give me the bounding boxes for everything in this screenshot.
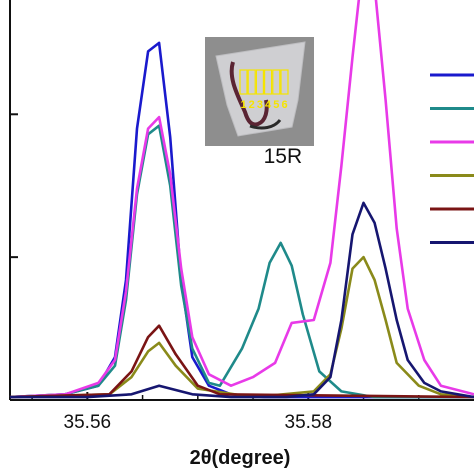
y-ticks [10,113,18,401]
inset-stain-2 [249,119,282,130]
inset-strip-number: 5 [273,99,279,111]
series-line-3 [9,0,474,399]
x-axis-title: 2θ(degree) [190,447,291,469]
series-line-6 [10,201,474,399]
inset-strip-box [247,69,256,95]
inset-strip-number: 1 [240,99,246,111]
inset-strip-number: 3 [257,99,263,111]
x-tick-label: 35.58 [285,412,333,433]
inset-strip-box [272,69,281,95]
peak-labels: 6H15R4H [264,145,303,168]
series-line-2 [9,124,474,399]
inset-strip-box [280,69,289,95]
inset-strip-box [239,69,248,95]
inset-strip-number: 6 [281,99,287,111]
series-lines [9,0,474,399]
x-tick-label: 35.56 [64,412,112,433]
inset-stain [229,61,269,127]
peak-label: 15R [264,145,303,168]
inset-strip-box [255,69,264,95]
legend [430,73,474,244]
inset-strip-number: 4 [265,99,272,111]
inset-strip-number: 2 [249,99,255,111]
inset-wafer [215,41,306,137]
inset-strip-box [264,69,273,95]
series-line-5 [9,324,474,399]
